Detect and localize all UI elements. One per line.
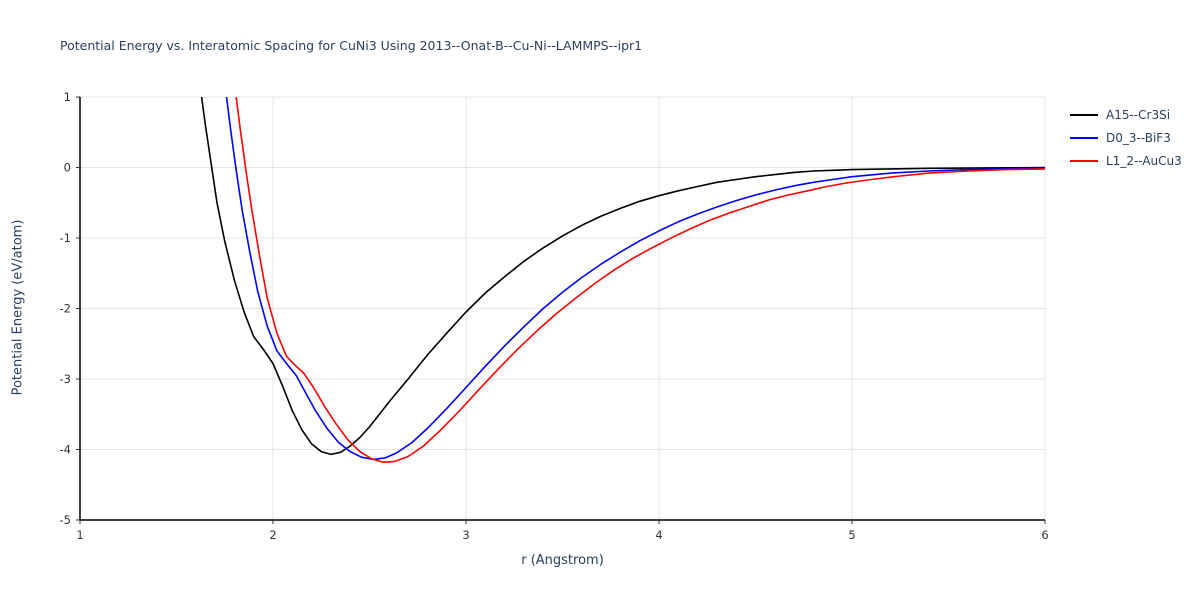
svg-text:5: 5: [848, 528, 855, 542]
svg-text:1: 1: [76, 528, 83, 542]
legend-line-sample: [1070, 113, 1098, 116]
x-axis-label: r (Angstrom): [521, 553, 604, 568]
svg-text:3: 3: [462, 528, 469, 542]
svg-text:0: 0: [64, 161, 71, 175]
svg-text:4: 4: [655, 528, 662, 542]
svg-text:-2: -2: [60, 302, 71, 316]
svg-text:1: 1: [64, 90, 71, 104]
legend: A15--Cr3Si D0_3--BiF3 L1_2--AuCu3: [1070, 103, 1182, 172]
svg-text:-1: -1: [60, 231, 71, 245]
legend-line-sample: [1070, 159, 1098, 162]
svg-text:-3: -3: [60, 372, 71, 386]
y-axis-label: Potential Energy (eV/atom): [10, 219, 26, 396]
legend-label: D0_3--BiF3: [1106, 130, 1171, 145]
legend-item: L1_2--AuCu3: [1070, 149, 1182, 172]
svg-text:2: 2: [269, 528, 276, 542]
legend-item: D0_3--BiF3: [1070, 126, 1182, 149]
legend-label: L1_2--AuCu3: [1106, 153, 1182, 168]
svg-text:6: 6: [1041, 528, 1048, 542]
svg-text:-4: -4: [60, 443, 71, 457]
chart-title: Potential Energy vs. Interatomic Spacing…: [60, 38, 643, 53]
svg-text:-5: -5: [60, 513, 71, 527]
legend-item: A15--Cr3Si: [1070, 103, 1182, 126]
legend-line-sample: [1070, 136, 1098, 139]
legend-label: A15--Cr3Si: [1106, 107, 1171, 122]
